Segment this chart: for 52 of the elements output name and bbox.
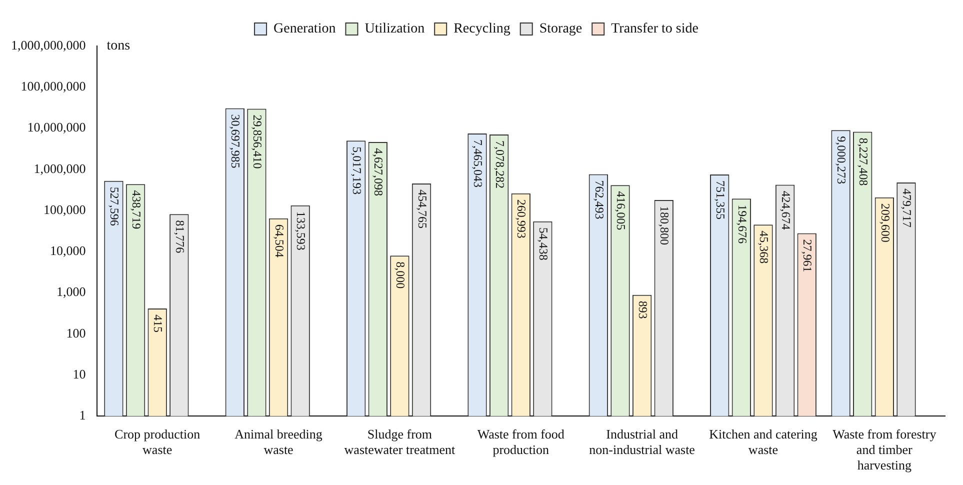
data-label: 762,493	[592, 180, 606, 220]
x-tick-label: Waste from forestry and timber harvesting	[832, 426, 937, 473]
data-label: 81,776	[172, 220, 187, 254]
x-tick-label: Industrial and non-industrial waste	[589, 426, 696, 458]
x-tick-label: Kitchen and catering waste	[709, 426, 818, 458]
data-label: 27,961	[800, 239, 815, 272]
data-label: 29,856,410	[250, 114, 265, 169]
y-tick-label: 10,000,000	[27, 120, 86, 135]
x-tick-label: Waste from food production	[477, 426, 565, 458]
legend-label: Storage	[539, 22, 582, 37]
data-label: 133,593	[294, 211, 308, 250]
data-label: 438,719	[129, 190, 144, 230]
legend-label: Transfer to side	[611, 22, 698, 37]
y-tick-label: 1,000	[56, 284, 86, 300]
data-label: 260,993	[514, 199, 529, 238]
data-label: 54,438	[536, 227, 551, 260]
data-label: 416,005	[614, 191, 628, 230]
y-tick-label: 100	[66, 325, 86, 340]
y-tick-label: 10,000	[50, 243, 86, 258]
y-tick-label: 100,000,000	[20, 78, 86, 94]
data-label: 751,355	[713, 180, 728, 220]
legend-label: Generation	[274, 22, 336, 37]
legend-label: Recycling	[454, 22, 510, 37]
data-label: 8,227,408	[856, 138, 870, 186]
x-tick-label: Crop production waste	[114, 426, 201, 458]
y-tick-label: 10	[72, 366, 86, 382]
data-label: 209,600	[878, 203, 892, 242]
data-label: 415	[151, 314, 166, 333]
data-label: 424,674	[778, 190, 793, 230]
x-tick-label: Sludge from wastewater treatment	[344, 426, 456, 458]
x-tick-label: Animal breeding waste	[234, 426, 323, 458]
data-label: 194,676	[735, 204, 750, 244]
legend-label: Utilization	[364, 22, 425, 37]
data-label: 8,000	[394, 262, 408, 289]
data-label: 479,717	[900, 188, 914, 228]
data-label: 454,765	[415, 189, 430, 228]
data-label: 180,800	[658, 206, 672, 245]
y-tick-label: 1,000,000,000	[11, 37, 86, 52]
data-label: 64,504	[272, 224, 286, 258]
data-label: 45,368	[757, 230, 772, 264]
y-tick-label: 100,000	[44, 202, 86, 217]
data-label: 893	[636, 300, 650, 319]
data-label: 4,627,098	[372, 148, 386, 196]
data-label: 30,697,985	[228, 114, 243, 168]
data-label: 5,017,193	[350, 146, 364, 195]
y-tick-label: 1,000,000	[34, 160, 86, 176]
y-axis-title: tons	[106, 38, 130, 54]
data-label: 7,078,282	[492, 140, 507, 188]
data-label: 527,596	[108, 186, 122, 226]
y-tick-label: 1	[79, 408, 86, 423]
data-label: 7,465,043	[471, 139, 486, 188]
data-label: 9,000,273	[834, 136, 849, 184]
